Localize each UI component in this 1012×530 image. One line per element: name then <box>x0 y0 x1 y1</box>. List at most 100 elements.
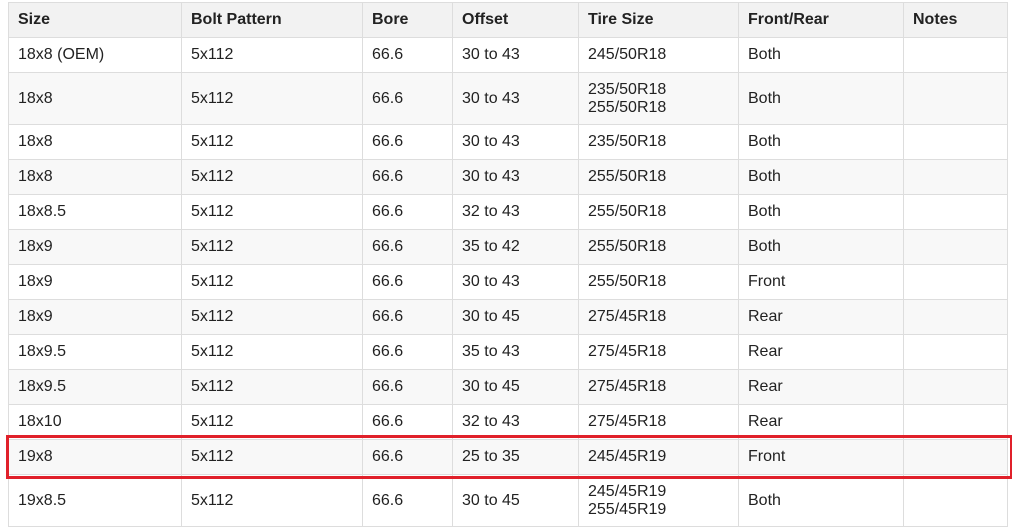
table-cell <box>903 229 1008 265</box>
table-row: 18x8 5x112 66.6 30 to 43 235/50R18 255/50R18 B… <box>8 72 1008 125</box>
table-cell <box>903 299 1008 335</box>
tire-size: 245/45R19 <box>588 482 667 500</box>
table-cell <box>903 264 1008 300</box>
table-cell: 30 to 45 <box>452 299 579 335</box>
table-cell <box>903 474 1008 527</box>
table-cell: 275/45R18 <box>578 404 739 440</box>
table-cell: 255/50R18 <box>578 159 739 195</box>
tire-size: 245/45R19 <box>588 448 667 465</box>
tire-size: 255/50R18 <box>588 273 667 290</box>
table-header-row: Size Bolt Pattern Bore Offset Tire Size Front… <box>8 2 1008 38</box>
table-row: 18x10 5x112 66.6 32 to 43 275/45R18 Rear <box>8 404 1008 440</box>
table-cell: 66.6 <box>362 439 453 475</box>
table-cell: 18x9.5 <box>8 369 182 405</box>
table-cell <box>903 404 1008 440</box>
table-row: 18x9.5 5x112 66.6 35 to 43 275/45R18 Rear <box>8 334 1008 370</box>
table-cell: 18x8 <box>8 72 182 125</box>
table-cell: 5x112 <box>181 334 363 370</box>
tire-size: 235/50R18 <box>588 133 667 150</box>
table-cell <box>903 194 1008 230</box>
table-cell: 5x112 <box>181 194 363 230</box>
table-cell <box>903 334 1008 370</box>
table-cell: 30 to 43 <box>452 159 579 195</box>
table-cell: 35 to 42 <box>452 229 579 265</box>
table-cell: 5x112 <box>181 369 363 405</box>
table-cell: 66.6 <box>362 159 453 195</box>
table-cell: 5x112 <box>181 72 363 125</box>
table-cell: 19x8.5 <box>8 474 182 527</box>
table-cell: 5x112 <box>181 229 363 265</box>
table-cell <box>903 124 1008 160</box>
table-row: 19x8 5x112 66.6 25 to 35 245/45R19 Front <box>8 439 1008 475</box>
table-cell: 25 to 35 <box>452 439 579 475</box>
table-cell: Both <box>738 37 904 73</box>
wheel-fitment-table: Size Bolt Pattern Bore Offset Tire Size Front… <box>8 2 1008 527</box>
table-row: 19x8.5 5x112 66.6 30 to 45 245/45R19 255/45R1… <box>8 474 1008 527</box>
table-cell <box>903 37 1008 73</box>
table-cell: 66.6 <box>362 334 453 370</box>
table-row: 18x9 5x112 66.6 30 to 43 255/50R18 Front <box>8 264 1008 300</box>
tire-size: 255/50R18 <box>588 168 667 185</box>
table-cell: 30 to 43 <box>452 72 579 125</box>
tire-size: 275/45R18 <box>588 308 667 325</box>
tire-size: 255/50R18 <box>588 238 667 255</box>
table-cell: 18x9.5 <box>8 334 182 370</box>
table-cell: 5x112 <box>181 264 363 300</box>
table-cell: 66.6 <box>362 37 453 73</box>
table-cell: 5x112 <box>181 37 363 73</box>
table-cell <box>903 159 1008 195</box>
tire-size: 255/45R19 <box>588 500 667 518</box>
table-cell: 66.6 <box>362 299 453 335</box>
table-cell: 275/45R18 <box>578 334 739 370</box>
table-cell: 5x112 <box>181 159 363 195</box>
tire-size: 275/45R18 <box>588 343 667 360</box>
table-cell: 235/50R18 255/50R18 <box>578 72 739 125</box>
column-header: Notes <box>903 2 1008 38</box>
table-cell: 18x9 <box>8 264 182 300</box>
table-cell: 275/45R18 <box>578 299 739 335</box>
table-cell: 66.6 <box>362 474 453 527</box>
table-row: 18x9 5x112 66.6 30 to 45 275/45R18 Rear <box>8 299 1008 335</box>
table-cell: 30 to 45 <box>452 369 579 405</box>
table-cell: Both <box>738 194 904 230</box>
table-cell: Both <box>738 474 904 527</box>
table-row: 18x8 (OEM) 5x112 66.6 30 to 43 245/50R18 Both <box>8 37 1008 73</box>
table-cell: 18x8 (OEM) <box>8 37 182 73</box>
table-cell: 66.6 <box>362 264 453 300</box>
table-cell: 18x8 <box>8 124 182 160</box>
table-row: 18x8 5x112 66.6 30 to 43 255/50R18 Both <box>8 159 1008 195</box>
table-cell <box>903 439 1008 475</box>
table-cell: 5x112 <box>181 439 363 475</box>
table-cell: 18x9 <box>8 229 182 265</box>
column-header: Offset <box>452 2 579 38</box>
table-cell: 235/50R18 <box>578 124 739 160</box>
table-cell: 35 to 43 <box>452 334 579 370</box>
column-header: Bolt Pattern <box>181 2 363 38</box>
table-cell: Both <box>738 72 904 125</box>
table-cell: 5x112 <box>181 124 363 160</box>
table-cell: 5x112 <box>181 299 363 335</box>
table-row: 18x8 5x112 66.6 30 to 43 235/50R18 Both <box>8 124 1008 160</box>
table-cell: Rear <box>738 299 904 335</box>
tire-size: 245/50R18 <box>588 46 667 63</box>
table-cell: 18x8.5 <box>8 194 182 230</box>
table-cell <box>903 72 1008 125</box>
table-cell: 19x8 <box>8 439 182 475</box>
tire-size: 255/50R18 <box>588 203 667 220</box>
tire-size: 255/50R18 <box>588 98 667 116</box>
table-cell: 32 to 43 <box>452 404 579 440</box>
table-cell: Both <box>738 159 904 195</box>
table-cell <box>903 369 1008 405</box>
table-cell: 66.6 <box>362 194 453 230</box>
table-cell: 245/50R18 <box>578 37 739 73</box>
table-cell: 66.6 <box>362 124 453 160</box>
table-cell: 245/45R19 255/45R19 <box>578 474 739 527</box>
table-cell: 30 to 45 <box>452 474 579 527</box>
table-cell: 30 to 43 <box>452 124 579 160</box>
table-cell: 18x9 <box>8 299 182 335</box>
table-cell: 66.6 <box>362 404 453 440</box>
table-row: 18x8.5 5x112 66.6 32 to 43 255/50R18 Both <box>8 194 1008 230</box>
table-cell: 32 to 43 <box>452 194 579 230</box>
table-cell: Front <box>738 264 904 300</box>
table-cell: Front <box>738 439 904 475</box>
